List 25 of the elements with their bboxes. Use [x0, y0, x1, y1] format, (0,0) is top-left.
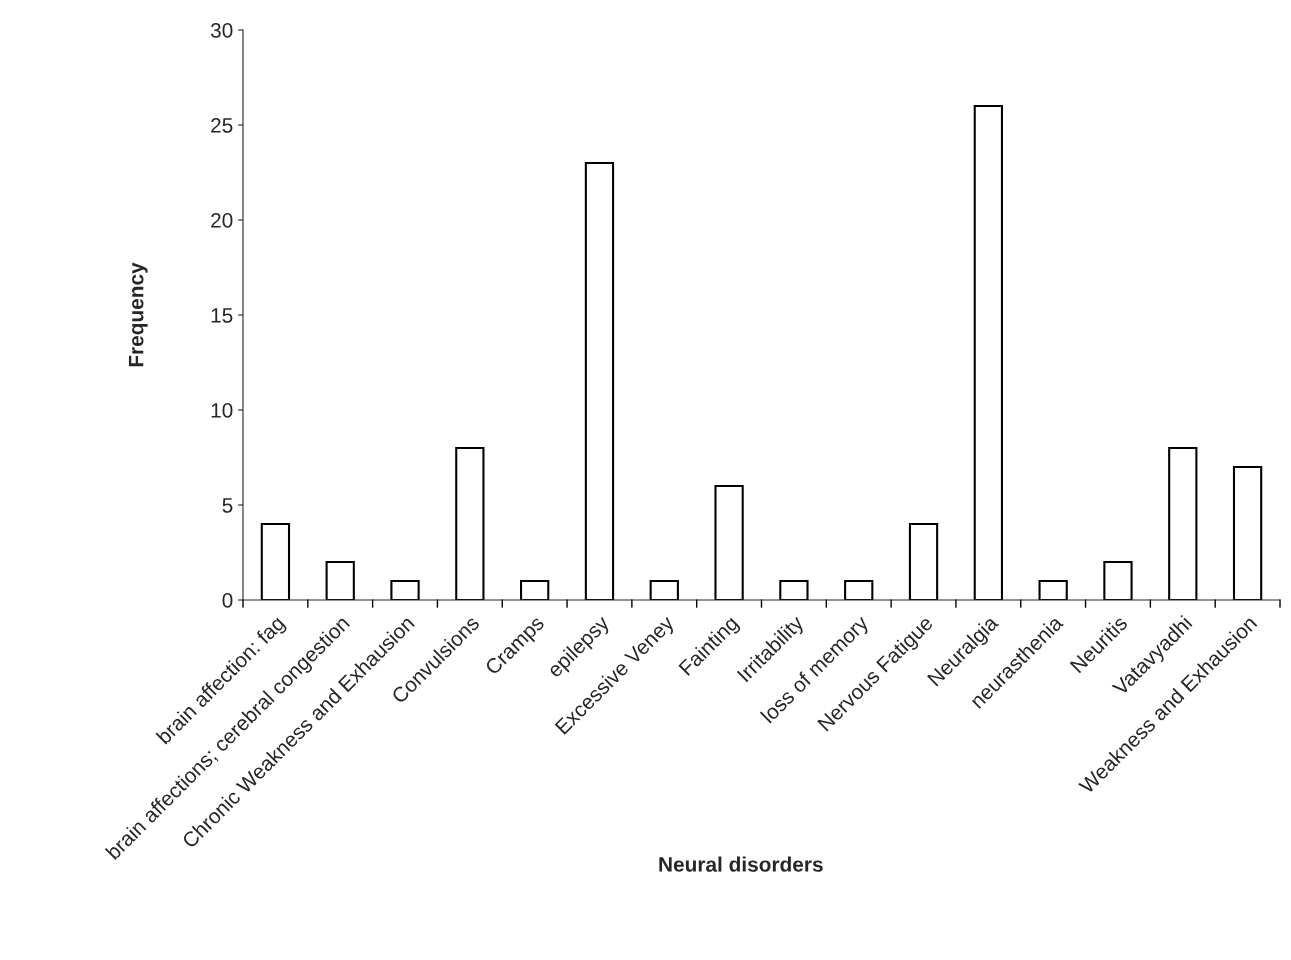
bar — [714, 484, 744, 600]
y-tick-label: 15 — [211, 308, 233, 323]
bar — [973, 104, 1003, 600]
bar — [908, 522, 939, 600]
bar — [455, 446, 485, 600]
y-tick-label: 5 — [222, 498, 233, 513]
bar — [520, 579, 550, 600]
bar — [260, 522, 291, 600]
y-tick-label: 20 — [211, 213, 233, 228]
bar — [325, 560, 355, 600]
bar — [1232, 465, 1263, 600]
bar — [1103, 560, 1133, 600]
y-tick-label: 10 — [211, 403, 233, 418]
bar — [1038, 579, 1068, 600]
bar — [779, 579, 809, 600]
bar — [649, 579, 679, 600]
x-axis-title: Neural disorders — [659, 856, 823, 872]
bar — [844, 579, 874, 600]
bar — [390, 579, 420, 600]
y-tick-label: 30 — [210, 23, 233, 38]
y-tick-label: 0 — [222, 593, 233, 608]
bar — [1168, 446, 1198, 600]
bar — [584, 161, 615, 600]
y-tick-label: 25 — [211, 118, 233, 133]
y-axis-title: Frequency — [128, 262, 148, 367]
